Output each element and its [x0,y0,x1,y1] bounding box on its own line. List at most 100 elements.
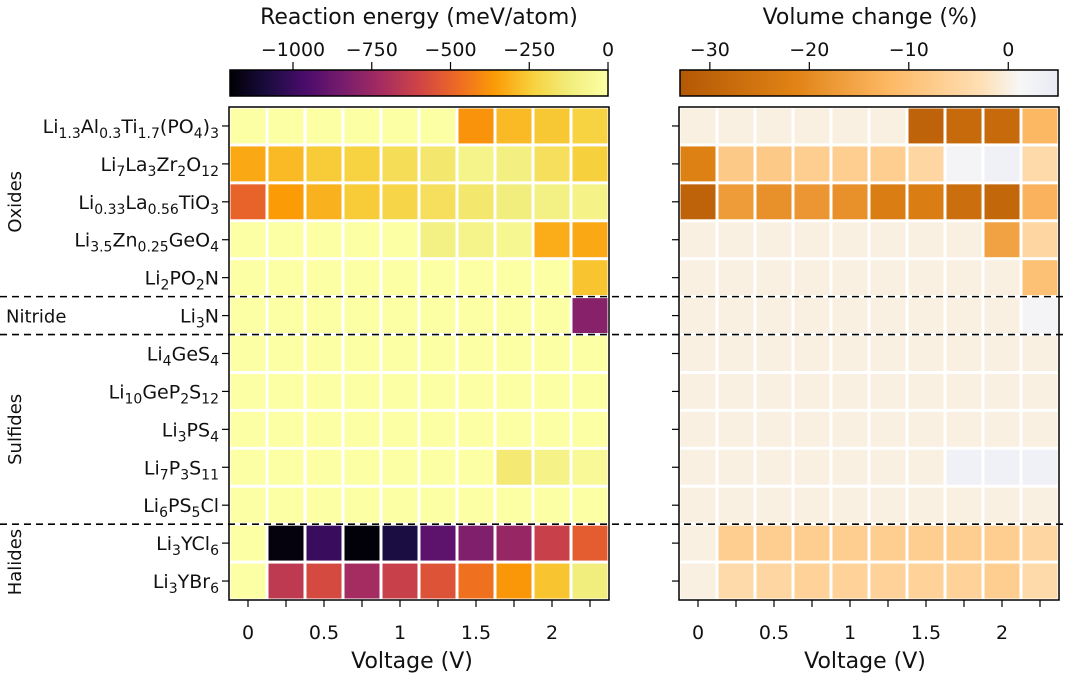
volume-cell-r6-c9 [1022,336,1058,371]
energy-cell-r2-c5 [420,184,456,220]
volume-cell-r12-c6 [908,563,944,599]
volume-cell-r9-c8 [984,449,1020,485]
volume-cell-r3-c9 [1022,222,1058,258]
energy-cell-r8-c2 [306,411,342,447]
energy-cell-r5-c9 [572,298,608,334]
row-label: Li1.3Al0.3Ti1.7(PO4)3 [43,116,219,142]
volume-cell-r9-c4 [832,449,868,485]
volume-cell-r11-c0 [680,525,716,561]
energy-cell-r6-c5 [420,336,456,371]
right-colorbar-title: Volume change (%) [763,5,978,30]
energy-cell-r11-c6 [458,525,494,561]
energy-cell-r11-c7 [496,525,532,561]
volume-cell-r10-c4 [832,487,868,523]
volume-cell-r10-c1 [718,487,754,523]
row-label: Li4GeS4 [147,344,219,370]
x-tick-label: 1 [394,622,406,644]
energy-cell-r6-c0 [230,336,266,371]
energy-cell-r8-c1 [268,411,304,447]
volume-cell-r1-c2 [756,146,792,182]
volume-cell-r2-c6 [908,184,944,220]
energy-cell-r0-c9 [572,108,608,144]
energy-cell-r11-c1 [268,525,304,561]
volume-cell-r3-c6 [908,222,944,258]
energy-cell-r10-c7 [496,487,532,523]
volume-cell-r12-c1 [718,563,754,599]
energy-cell-r6-c8 [534,336,570,371]
volume-cell-r8-c6 [908,411,944,447]
volume-cell-r5-c4 [832,298,868,334]
row-label: Li10GeP2S12 [109,381,219,407]
colorbar-tick-label: 0 [602,39,614,61]
energy-cell-r11-c3 [344,525,380,561]
energy-cell-r8-c7 [496,411,532,447]
energy-cell-r8-c6 [458,411,494,447]
energy-cell-r1-c5 [420,146,456,182]
row-label: Li3PS4 [162,419,219,445]
energy-cell-r10-c1 [268,487,304,523]
left-colorbar-title: Reaction energy (meV/atom) [260,5,578,30]
energy-cell-r5-c0 [230,298,266,334]
energy-cell-r4-c6 [458,260,494,296]
volume-cell-r8-c0 [680,411,716,447]
volume-cell-r4-c1 [718,260,754,296]
volume-cell-r10-c5 [870,487,906,523]
right-x-axis: 0 0.5 1 1.5 2 [692,600,1041,644]
volume-cell-r5-c0 [680,298,716,334]
volume-cell-r5-c8 [984,298,1020,334]
group-labels: Oxides Nitride Sulfides Halides [5,171,66,595]
volume-cell-r10-c0 [680,487,716,523]
energy-cell-r4-c5 [420,260,456,296]
energy-cell-r10-c0 [230,487,266,523]
volume-cell-r11-c4 [832,525,868,561]
group-label: Halides [5,529,26,595]
energy-cell-r11-c0 [230,525,266,561]
energy-cell-r12-c0 [230,563,266,599]
energy-cell-r0-c6 [458,108,494,144]
right-heatmap-cells [680,108,1058,599]
energy-cell-r9-c8 [534,449,570,485]
left-colorbar-gradient [229,69,609,97]
volume-cell-r6-c7 [946,336,982,371]
volume-cell-r0-c7 [946,108,982,144]
energy-cell-r2-c1 [268,184,304,220]
volume-cell-r1-c5 [870,146,906,182]
x-tick-label: 2 [996,622,1008,644]
colorbar-tick-label: −10 [889,39,929,61]
group-label: Nitride [6,307,66,328]
volume-cell-r7-c4 [832,373,868,409]
energy-cell-r3-c3 [344,222,380,258]
volume-cell-r12-c3 [794,563,830,599]
volume-cell-r3-c5 [870,222,906,258]
volume-cell-r1-c6 [908,146,944,182]
volume-cell-r8-c7 [946,411,982,447]
volume-cell-r9-c5 [870,449,906,485]
volume-cell-r12-c0 [680,563,716,599]
energy-cell-r7-c4 [382,373,418,409]
volume-cell-r12-c7 [946,563,982,599]
energy-cell-r9-c0 [230,449,266,485]
volume-cell-r4-c0 [680,260,716,296]
row-label: Li0.33La0.56TiO3 [78,192,219,218]
volume-cell-r10-c3 [794,487,830,523]
energy-cell-r7-c1 [268,373,304,409]
volume-cell-r12-c9 [1022,563,1058,599]
volume-cell-r5-c9 [1022,298,1058,334]
energy-cell-r8-c8 [534,411,570,447]
colorbar-tick-label: −500 [424,39,476,61]
volume-cell-r5-c1 [718,298,754,334]
energy-cell-r8-c5 [420,411,456,447]
energy-cell-r12-c4 [382,563,418,599]
row-label: Li7P3S11 [144,457,219,483]
energy-cell-r12-c8 [534,563,570,599]
energy-cell-r2-c9 [572,184,608,220]
volume-cell-r3-c1 [718,222,754,258]
energy-cell-r11-c8 [534,525,570,561]
right-colorbar: Volume change (%) −30 −20 −10 0 [679,5,1059,97]
volume-cell-r8-c2 [756,411,792,447]
energy-cell-r1-c4 [382,146,418,182]
energy-cell-r0-c8 [534,108,570,144]
volume-cell-r4-c3 [794,260,830,296]
energy-cell-r8-c0 [230,411,266,447]
energy-cell-r8-c3 [344,411,380,447]
